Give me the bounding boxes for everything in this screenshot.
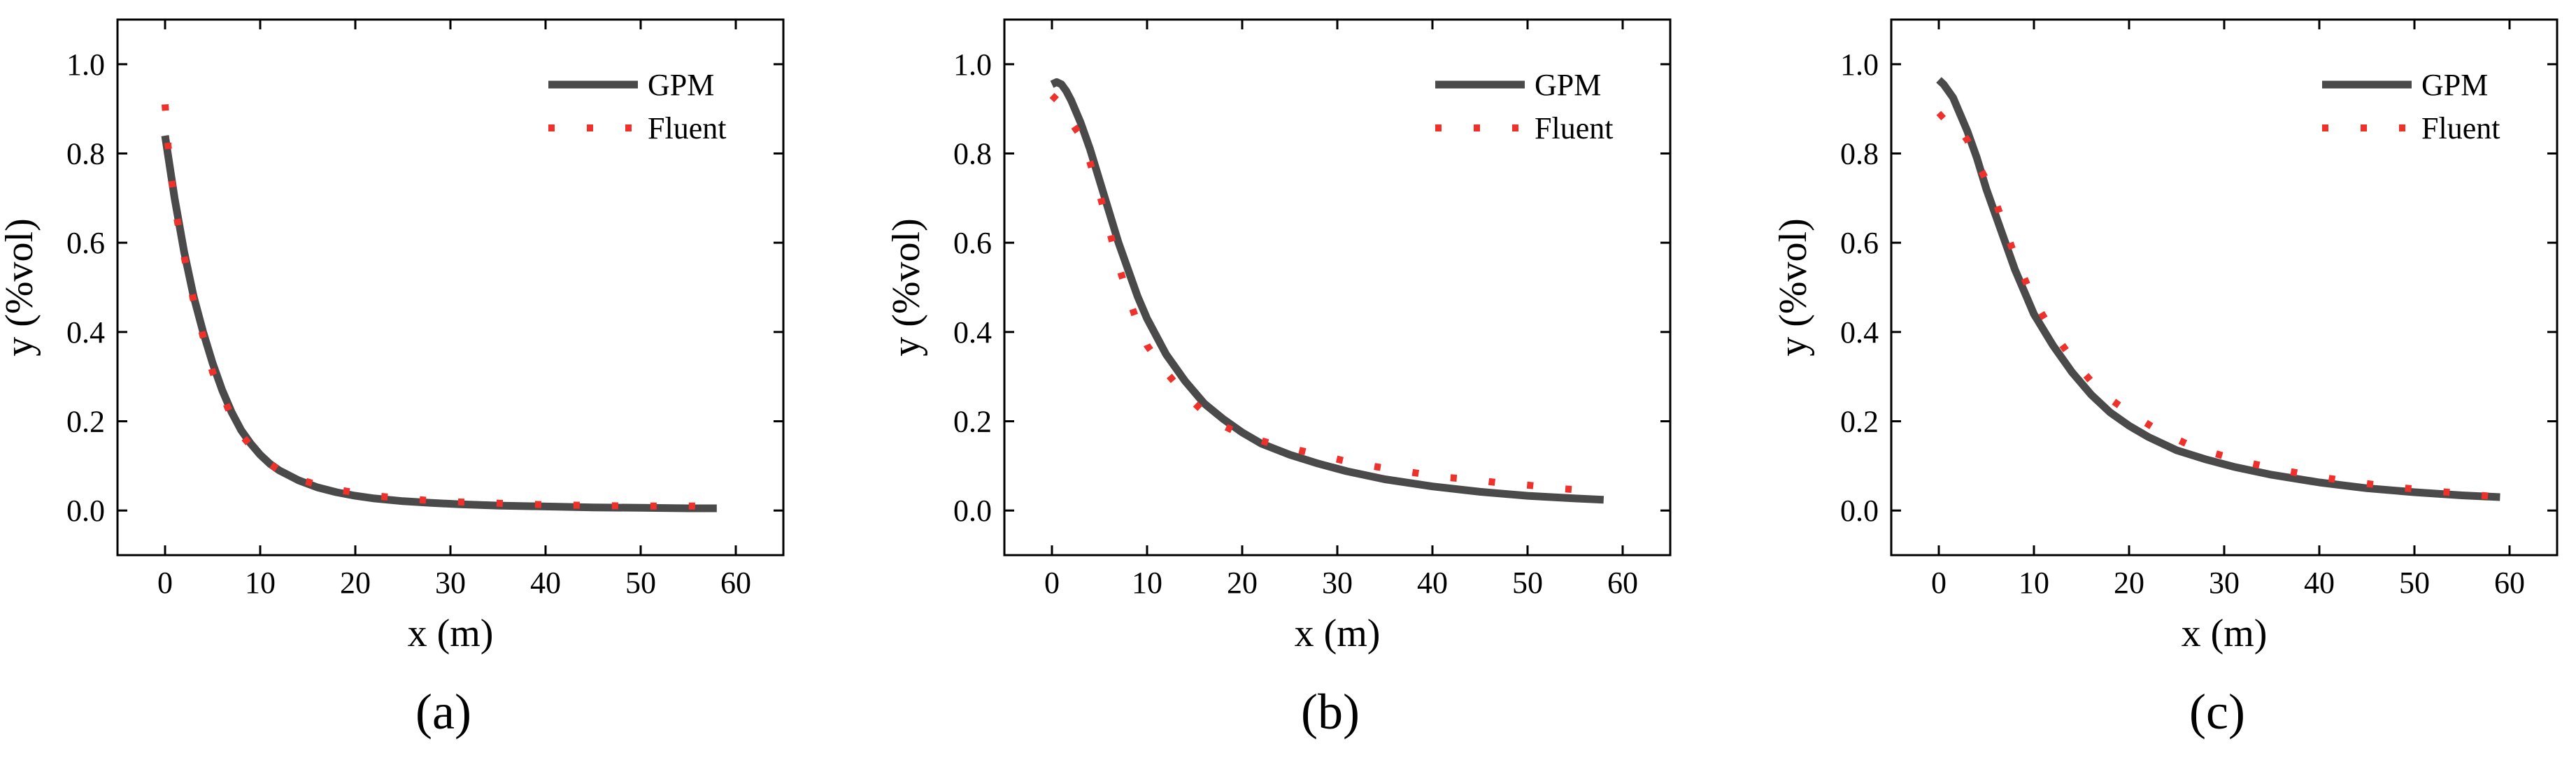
legend-label-gpm: GPM (1535, 68, 1601, 102)
y-tick-label: 0.6 (1840, 226, 1879, 260)
y-tick-label: 0.4 (66, 315, 105, 350)
y-tick-label: 1.0 (953, 48, 992, 82)
legend-label-gpm: GPM (2421, 68, 2488, 102)
legend-label-fluent: Fluent (648, 111, 726, 145)
x-tick-label: 60 (720, 566, 751, 600)
y-tick-label: 1.0 (1840, 48, 1879, 82)
x-axis-title: x (m) (1295, 612, 1381, 655)
legend-label-fluent: Fluent (2421, 111, 2500, 145)
x-tick-label: 0 (157, 566, 173, 600)
series-line-gpm (161, 135, 717, 512)
panel-label: (b) (1301, 684, 1360, 740)
series-line-gpm (1936, 77, 2500, 501)
x-tick-label: 20 (2114, 566, 2144, 600)
x-tick-label: 10 (1132, 566, 1162, 600)
series-line-fluent (162, 103, 717, 510)
legend-label-gpm: GPM (648, 68, 714, 102)
x-tick-label: 10 (2019, 566, 2049, 600)
legend-label-fluent: Fluent (1535, 111, 1613, 145)
x-tick-label: 40 (530, 566, 561, 600)
series-line-gpm (1050, 78, 1604, 504)
x-tick-label: 50 (2399, 566, 2430, 600)
x-tick-label: 30 (435, 566, 466, 600)
y-axis-title: y (%vol) (885, 218, 928, 357)
y-tick-label: 0.8 (953, 137, 992, 171)
x-tick-label: 40 (2304, 566, 2335, 600)
y-tick-label: 0.6 (953, 226, 992, 260)
x-tick-label: 60 (2494, 566, 2525, 600)
chart-panel-2: 0 10 20 30 40 50 60 0.0 0.2 0.4 0.6 0.8 1.0 x (m) y (%… (885, 18, 1672, 740)
series-line-fluent (1049, 92, 1585, 494)
x-tick-label: 30 (2209, 566, 2240, 600)
x-tick-label: 10 (245, 566, 276, 600)
y-tick-label: 0.8 (1840, 137, 1879, 171)
y-axis-title: y (%vol) (0, 218, 41, 357)
y-tick-label: 0.8 (66, 137, 105, 171)
x-tick-label: 60 (1607, 566, 1638, 600)
y-tick-label: 0.4 (953, 315, 992, 350)
x-axis-title: x (m) (2182, 612, 2268, 655)
chart-panel-3: 0 10 20 30 40 50 60 0.0 0.2 0.4 0.6 0.8 1.0 x (m) y (%… (1772, 18, 2559, 740)
series-line-fluent (1936, 110, 2500, 501)
y-tick-label: 0.2 (1840, 405, 1879, 439)
y-tick-label: 0.2 (66, 405, 105, 439)
panel-label: (a) (415, 684, 471, 740)
panel-label: (c) (2189, 684, 2245, 740)
x-tick-label: 30 (1322, 566, 1353, 600)
x-tick-label: 0 (1044, 566, 1060, 600)
y-tick-label: 0.0 (66, 494, 105, 528)
chart-panel-1: 0 10 20 30 40 50 60 0.0 0.2 0.4 0.6 0.8 1.0 x (m) y (%… (0, 18, 785, 740)
y-tick-label: 0.6 (66, 226, 105, 260)
x-tick-label: 50 (625, 566, 656, 600)
y-axis-title: y (%vol) (1772, 218, 1815, 357)
x-tick-label: 50 (1512, 566, 1543, 600)
y-tick-label: 0.0 (1840, 494, 1879, 528)
x-tick-label: 20 (340, 566, 371, 600)
x-tick-label: 20 (1227, 566, 1258, 600)
y-tick-label: 1.0 (66, 48, 105, 82)
x-axis-title: x (m) (408, 612, 494, 655)
y-tick-label: 0.4 (1840, 315, 1879, 350)
y-tick-label: 0.2 (953, 405, 992, 439)
x-tick-label: 40 (1417, 566, 1448, 600)
y-tick-label: 0.0 (953, 494, 992, 528)
x-tick-label: 0 (1931, 566, 1947, 600)
